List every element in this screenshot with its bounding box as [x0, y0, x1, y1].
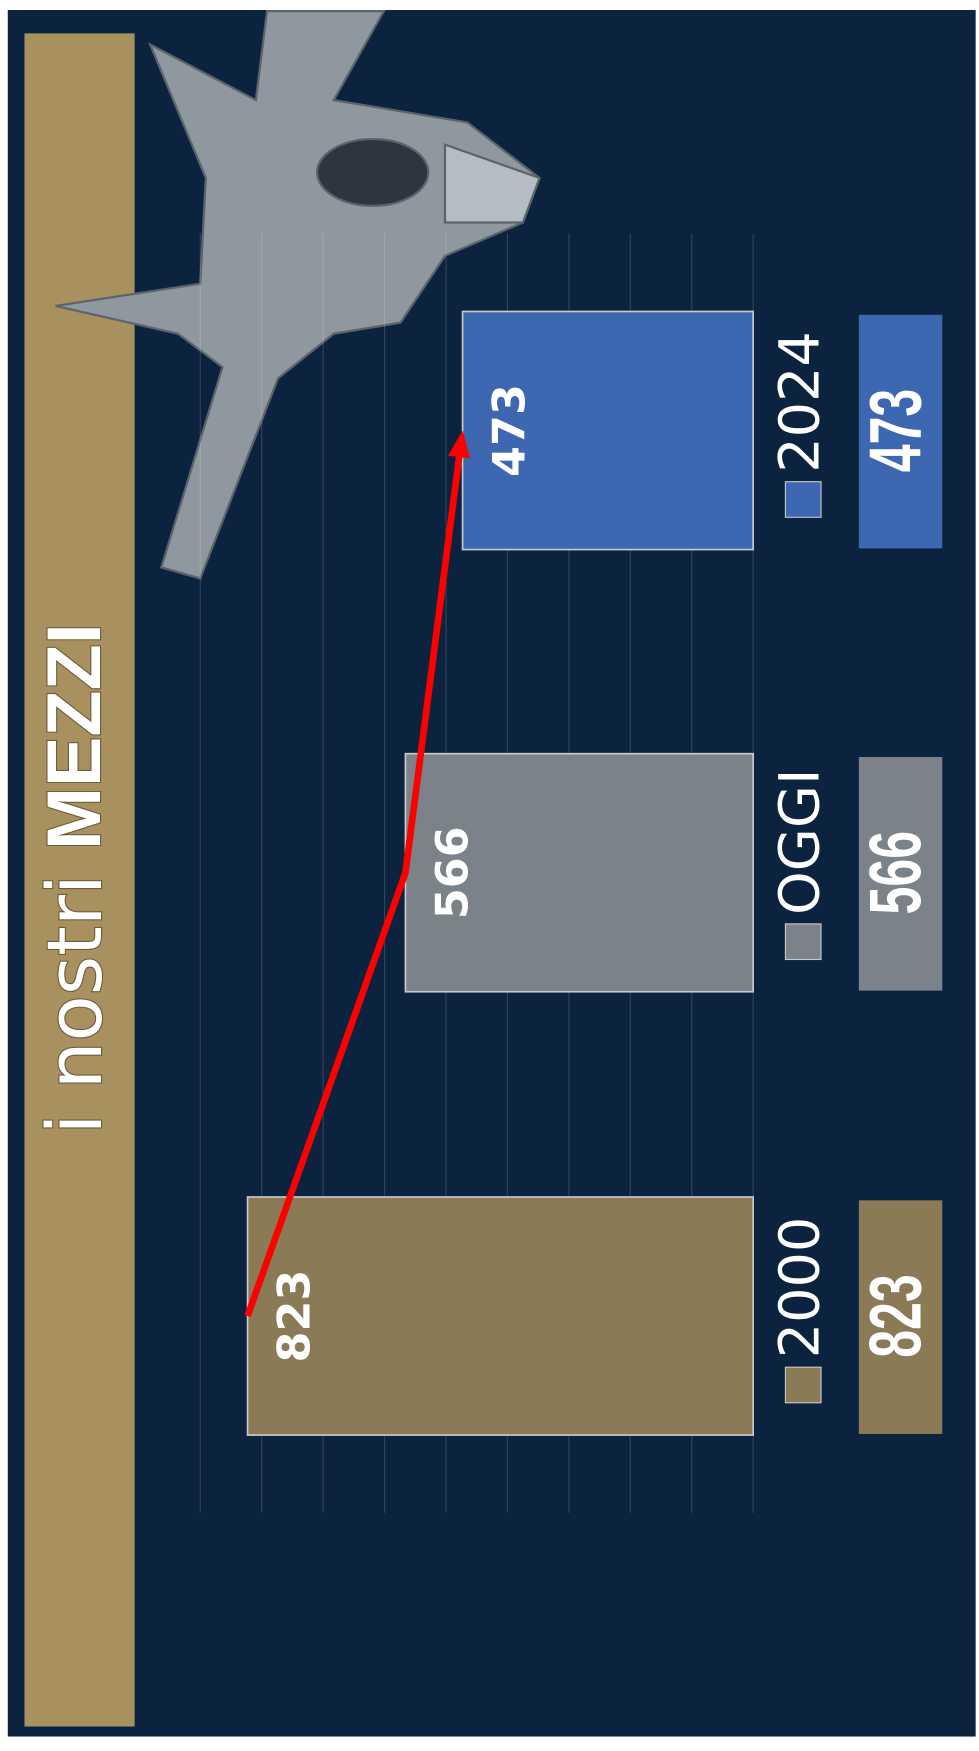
value-box-label: 566	[855, 831, 937, 915]
chart: i nostri MEZZI 823 2000 823 566 OGGI 566 473 20…	[0, 0, 979, 1751]
bar	[248, 1197, 754, 1435]
chart-title: i nostri MEZZI	[31, 623, 119, 1134]
bar-value-label: 823	[270, 1270, 321, 1363]
title-part: i nostri	[31, 874, 119, 1134]
title-part: MEZZI	[33, 623, 117, 850]
legend-label: 2000	[767, 1217, 832, 1359]
value-box-label: 473	[855, 389, 937, 473]
bar-value-label: 566	[428, 826, 479, 919]
legend-label: 2024	[767, 331, 832, 473]
legend-swatch	[785, 924, 821, 960]
legend-swatch	[785, 1367, 821, 1403]
bar-value-label: 473	[485, 384, 536, 477]
legend-label: OGGI	[767, 769, 832, 915]
value-box-label: 823	[855, 1274, 937, 1358]
legend-swatch	[785, 482, 821, 518]
